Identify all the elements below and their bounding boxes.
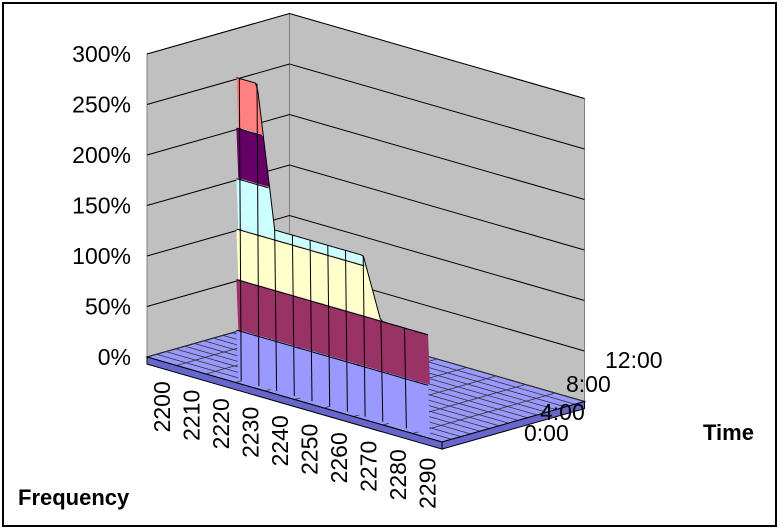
- x-tick-labels: 2200 2210 2220 2230 2240 2250 2260 2270 2280 2290: [149, 381, 441, 509]
- surface-mesh-line: [291, 235, 295, 397]
- surface-contour-line: [236, 329, 429, 386]
- surface-contour-line: [236, 178, 269, 189]
- surface-band-200-250%: [236, 128, 271, 188]
- z-tick-label: 300%: [72, 41, 131, 67]
- surface-mesh-line: [274, 230, 278, 392]
- z-tick-label: 250%: [72, 92, 131, 118]
- x-tick-label: 2200: [149, 381, 175, 432]
- x-tick-label: 2280: [385, 449, 411, 500]
- z-gridline: [146, 164, 585, 251]
- x-tick-label: 2290: [414, 458, 440, 509]
- z-gridline: [146, 12, 585, 99]
- x-tick-label: 2260: [326, 432, 352, 483]
- y-tick-label: 8:00: [566, 371, 611, 397]
- surface-mesh-line: [362, 255, 366, 417]
- surface-mesh-line: [345, 250, 348, 412]
- z-tick-label: 100%: [72, 243, 131, 269]
- floor-side-edge: [441, 400, 585, 450]
- x-tick-label: 2210: [178, 390, 204, 441]
- y-axis-title: Time: [703, 420, 754, 445]
- x-tick-label: 2270: [355, 441, 381, 492]
- y-tick-label: 0:00: [524, 420, 569, 446]
- x-tick-label: 2250: [296, 424, 322, 475]
- surface-band-0-50%: [236, 330, 430, 436]
- z-tick-label: 0%: [98, 344, 131, 370]
- z-tick-label: 50%: [85, 294, 131, 320]
- y-tick-label: 4:00: [540, 399, 585, 425]
- y-tick-label: 12:00: [605, 347, 663, 373]
- x-axis-title: Frequency: [18, 485, 130, 510]
- surface-mesh: [236, 77, 429, 429]
- z-tick-label: 200%: [72, 142, 131, 168]
- floor-grid-line: [412, 392, 556, 434]
- x-tick-label: 2220: [208, 398, 234, 449]
- surface-mesh-line: [327, 245, 331, 407]
- surface-contour-line: [236, 228, 365, 267]
- surface-mesh-line: [309, 240, 313, 402]
- z-tick-labels: 0% 50% 100% 150% 200% 250% 300%: [72, 41, 131, 370]
- x-tick-label: 2240: [267, 415, 293, 466]
- surface-top-edge: [236, 77, 429, 336]
- z-gridline: [146, 113, 585, 200]
- x-tick-label: 2230: [237, 407, 263, 458]
- z-gridline: [146, 214, 585, 301]
- surface-band-150-200%: [236, 178, 368, 266]
- z-gridline: [146, 63, 585, 150]
- z-tick-label: 150%: [72, 193, 131, 219]
- surface-contour-line: [236, 127, 263, 136]
- surface-mesh-line: [404, 328, 407, 429]
